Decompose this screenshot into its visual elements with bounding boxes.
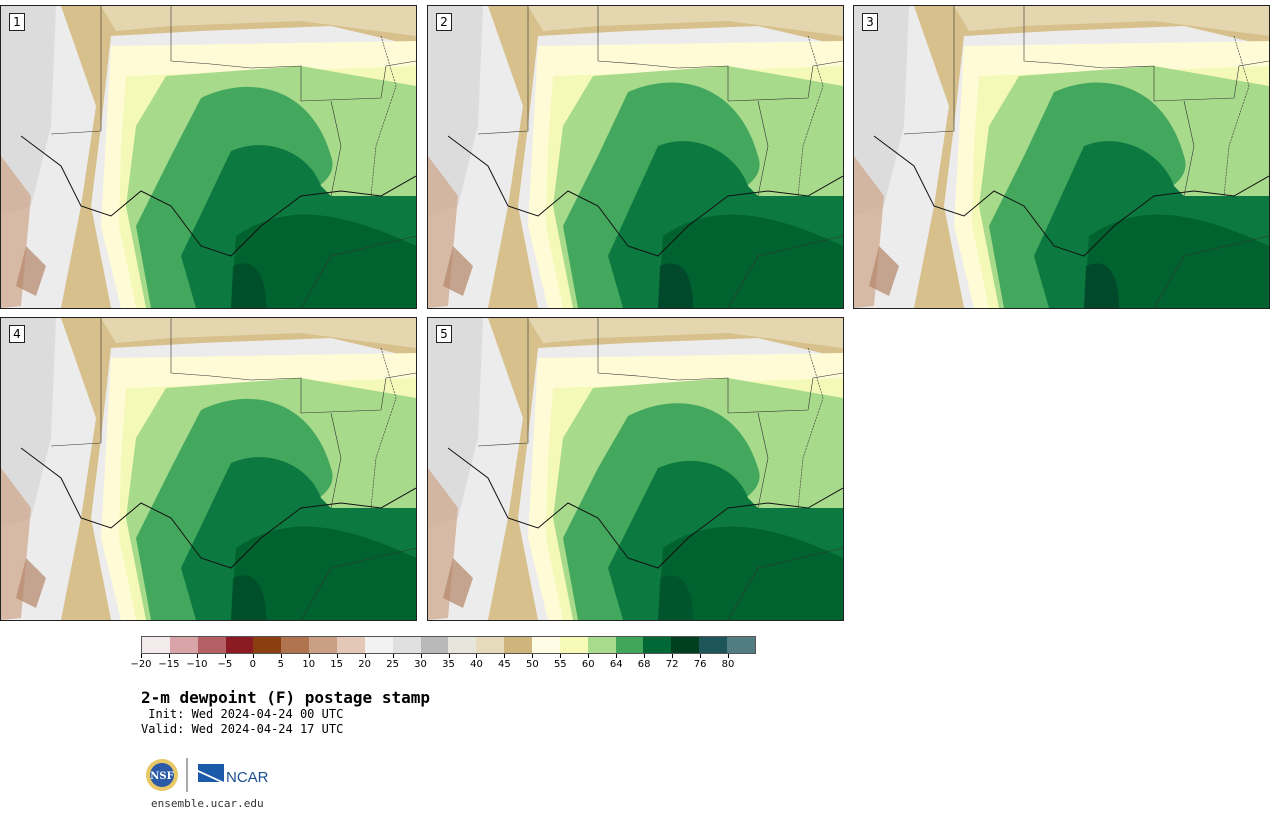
colorbar-tick-label: 60 <box>581 659 595 670</box>
colorbar-tick-label: −20 <box>130 659 152 670</box>
colorbar-segment <box>727 637 755 653</box>
colorbar-tick-labels: −20 −15 −10 −5 0 5 10 15 20 25 30 35 40 45 50 55 60 64 68 7… <box>130 654 756 674</box>
colorbar-tick <box>644 654 646 658</box>
panel-number: 1 <box>9 13 25 31</box>
colorbar-segment <box>448 637 477 653</box>
colorbar-tick <box>392 654 394 658</box>
colorbar-tick-label: 64 <box>609 659 623 670</box>
colorbar-tick <box>224 654 226 658</box>
colorbar-segment <box>281 637 310 653</box>
colorbar-segment <box>169 637 198 653</box>
ncar-mark-icon-lower <box>198 772 220 782</box>
colorbar-segment <box>309 637 338 653</box>
panel-number: 3 <box>862 13 878 31</box>
nsf-ncar-logo: NSF NCAR <box>144 756 274 794</box>
dewpoint-map <box>854 6 1269 308</box>
colorbar-tick-label: 20 <box>358 659 371 670</box>
colorbar-tick <box>141 654 142 658</box>
panel-number: 2 <box>436 13 452 31</box>
colorbar-tick-label: 55 <box>553 659 567 670</box>
colorbar-tick <box>168 654 170 658</box>
colorbar-tick <box>672 654 674 658</box>
colorbar-tick-label: 45 <box>498 659 511 670</box>
colorbar-tick-label: 40 <box>470 659 483 670</box>
valid-time: Valid: Wed 2024-04-24 17 UTC <box>141 722 344 736</box>
colorbar-segment <box>337 637 365 653</box>
map-panel: 3 <box>853 5 1270 309</box>
dewpoint-map <box>428 318 843 620</box>
colorbar-tick-label: 10 <box>302 659 316 670</box>
colorbar-segment <box>643 637 672 653</box>
colorbar-tick <box>588 654 590 658</box>
colorbar-segment <box>615 637 644 653</box>
colorbar-tick-label: 72 <box>665 659 679 670</box>
colorbar-tick-label: 0 <box>249 659 256 670</box>
colorbar-segment <box>142 637 170 653</box>
colorbar-segment <box>671 637 700 653</box>
site-url: ensemble.ucar.edu <box>151 797 264 810</box>
panel-number: 5 <box>436 325 452 343</box>
colorbar-segment <box>559 637 588 653</box>
colorbar-tick-label: 50 <box>525 659 539 670</box>
map-panel: 2 <box>427 5 844 309</box>
colorbar-tick-label: 5 <box>277 659 284 670</box>
colorbar-segment <box>476 637 505 653</box>
init-time: Init: Wed 2024-04-24 00 UTC <box>141 707 344 721</box>
colorbar-tick <box>532 654 534 658</box>
colorbar-tick-label: −10 <box>186 659 208 670</box>
map-panel: 4 <box>0 317 417 621</box>
colorbar-tick-label: 15 <box>330 659 344 670</box>
colorbar-tick-label: 35 <box>442 659 455 670</box>
colorbar-tick <box>504 654 506 658</box>
colorbar-segment <box>504 637 533 653</box>
dewpoint-map <box>1 6 416 308</box>
colorbar-tick-label: −5 <box>217 659 233 670</box>
logo-graphic: NSF NCAR <box>146 758 269 792</box>
colorbar-segment <box>699 637 728 653</box>
panel-number: 4 <box>9 325 25 343</box>
colorbar-tick-label: 25 <box>386 659 399 670</box>
colorbar-tick-label: 30 <box>414 659 427 670</box>
colorbar-tick <box>308 654 310 658</box>
colorbar-segment <box>225 637 254 653</box>
colorbar-segment <box>532 637 560 653</box>
dewpoint-map <box>428 6 843 308</box>
colorbar-segment <box>197 637 226 653</box>
colorbar-tick <box>252 654 254 658</box>
colorbar-segment <box>587 637 616 653</box>
colorbar <box>141 636 756 654</box>
ncar-text: NCAR <box>226 769 269 786</box>
colorbar-tick <box>560 654 562 658</box>
colorbar-tick <box>196 654 198 658</box>
nsf-seal-icon <box>150 763 174 787</box>
colorbar-tick <box>700 654 702 658</box>
colorbar-segment <box>392 637 421 653</box>
colorbar-tick <box>476 654 478 658</box>
map-panel: 5 <box>427 317 844 621</box>
colorbar-tick <box>280 654 282 658</box>
colorbar-tick <box>336 654 338 658</box>
colorbar-tick-label: −15 <box>158 659 180 670</box>
colorbar-tick-label: 68 <box>637 659 651 670</box>
colorbar-tick-label: 80 <box>721 659 735 670</box>
colorbar-tick <box>728 654 730 658</box>
nsf-text: NSF <box>150 771 173 782</box>
dewpoint-map <box>1 318 416 620</box>
colorbar-segment <box>253 637 282 653</box>
map-title: 2-m dewpoint (F) postage stamp <box>141 688 430 707</box>
colorbar-tick <box>420 654 422 658</box>
colorbar-segment <box>420 637 449 653</box>
map-panel: 1 <box>0 5 417 309</box>
colorbar-tick <box>448 654 450 658</box>
colorbar-tick <box>616 654 618 658</box>
colorbar-tick <box>364 654 366 658</box>
colorbar-segment <box>364 637 393 653</box>
colorbar-tick-label: 76 <box>693 659 707 670</box>
ncar-mark-icon <box>198 764 224 782</box>
